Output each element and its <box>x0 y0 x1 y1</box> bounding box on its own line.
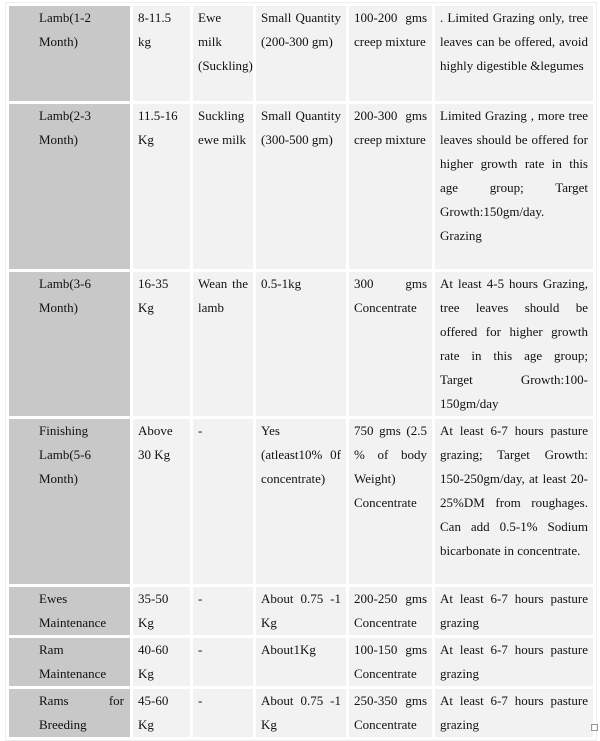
cell-green-fodder: About 0.75 -1 Kg <box>256 587 346 635</box>
cell-weight: 35-50 Kg <box>133 587 190 635</box>
cell-green-fodder: About1Kg <box>256 638 346 686</box>
cell-category: Lamb(1-2 Month) <box>9 6 130 101</box>
cell-milk: - <box>193 689 253 737</box>
cell-remarks: . Limited Grazing only, tree leaves can … <box>435 6 593 101</box>
cell-milk: - <box>193 419 253 584</box>
cell-concentrate: 250-350 gms Concentrate <box>349 689 432 737</box>
cell-green-fodder: Yes (atleast10% 0f concentrate) <box>256 419 346 584</box>
cell-green-fodder: About 0.75 -1 Kg <box>256 689 346 737</box>
cell-remarks: At least 6-7 hours pasture grazing; Targ… <box>435 419 593 584</box>
table-row: Lamb(1-2 Month) 8-11.5 kg Ewe milk (Suckli… <box>9 6 593 101</box>
cell-category: Ram Maintenance <box>9 638 130 686</box>
cell-milk: - <box>193 638 253 686</box>
cell-concentrate: 300 gms Concentrate <box>349 272 432 416</box>
table-row: Ewes Maintenance 35-50 Kg - About 0.75 -1 K… <box>9 587 593 635</box>
cell-milk: Wean the lamb <box>193 272 253 416</box>
feeding-table: Lamb(1-2 Month) 8-11.5 kg Ewe milk (Suckli… <box>5 2 597 741</box>
cell-category: Lamb(2-3 Month) <box>9 104 130 269</box>
table-row: Rams for Breeding 45-60 Kg - About 0.75 -1 … <box>9 689 593 737</box>
cell-milk: - <box>193 587 253 635</box>
table-row: Ram Maintenance 40-60 Kg - About1Kg 100-150 … <box>9 638 593 686</box>
cell-green-fodder: Small Quantity (200-300 gm) <box>256 6 346 101</box>
table-row: Lamb(2-3 Month) 11.5-16 Kg Suckling ewe mi… <box>9 104 593 269</box>
cell-remarks: At least 6-7 hours pasture grazing <box>435 587 593 635</box>
cell-concentrate: 200-250 gms Concentrate <box>349 587 432 635</box>
cell-category: Lamb(3-6 Month) <box>9 272 130 416</box>
cell-concentrate: 100-200 gms creep mixture <box>349 6 432 101</box>
cell-weight: 45-60 Kg <box>133 689 190 737</box>
cell-remarks: At least 6-7 hours pasture grazing <box>435 638 593 686</box>
table-row: Lamb(3-6 Month) 16-35 Kg Wean the lamb 0.5-… <box>9 272 593 416</box>
cell-weight: 11.5-16 Kg <box>133 104 190 269</box>
resize-handle-icon <box>591 724 598 731</box>
table-row: Finishing Lamb(5-6 Month) Above 30 Kg - Yes… <box>9 419 593 584</box>
cell-remarks: Limited Grazing , more tree leaves shoul… <box>435 104 593 269</box>
cell-weight: Above 30 Kg <box>133 419 190 584</box>
cell-concentrate: 750 gms (2.5 % of body Weight) Concentra… <box>349 419 432 584</box>
cell-concentrate: 100-150 gms Concentrate <box>349 638 432 686</box>
cell-category: Finishing Lamb(5-6 Month) <box>9 419 130 584</box>
cell-weight: 40-60 Kg <box>133 638 190 686</box>
cell-remarks: At least 4-5 hours Grazing, tree leaves … <box>435 272 593 416</box>
cell-green-fodder: Small Quantity (300-500 gm) <box>256 104 346 269</box>
cell-green-fodder: 0.5-1kg <box>256 272 346 416</box>
cell-weight: 16-35 Kg <box>133 272 190 416</box>
cell-category: Rams for Breeding <box>9 689 130 737</box>
cell-milk: Suckling ewe milk <box>193 104 253 269</box>
cell-remarks: At least 6-7 hours pasture grazing <box>435 689 593 737</box>
cell-category: Ewes Maintenance <box>9 587 130 635</box>
cell-weight: 8-11.5 kg <box>133 6 190 101</box>
cell-milk: Ewe milk (Suckling) <box>193 6 253 101</box>
cell-concentrate: 200-300 gms creep mixture <box>349 104 432 269</box>
